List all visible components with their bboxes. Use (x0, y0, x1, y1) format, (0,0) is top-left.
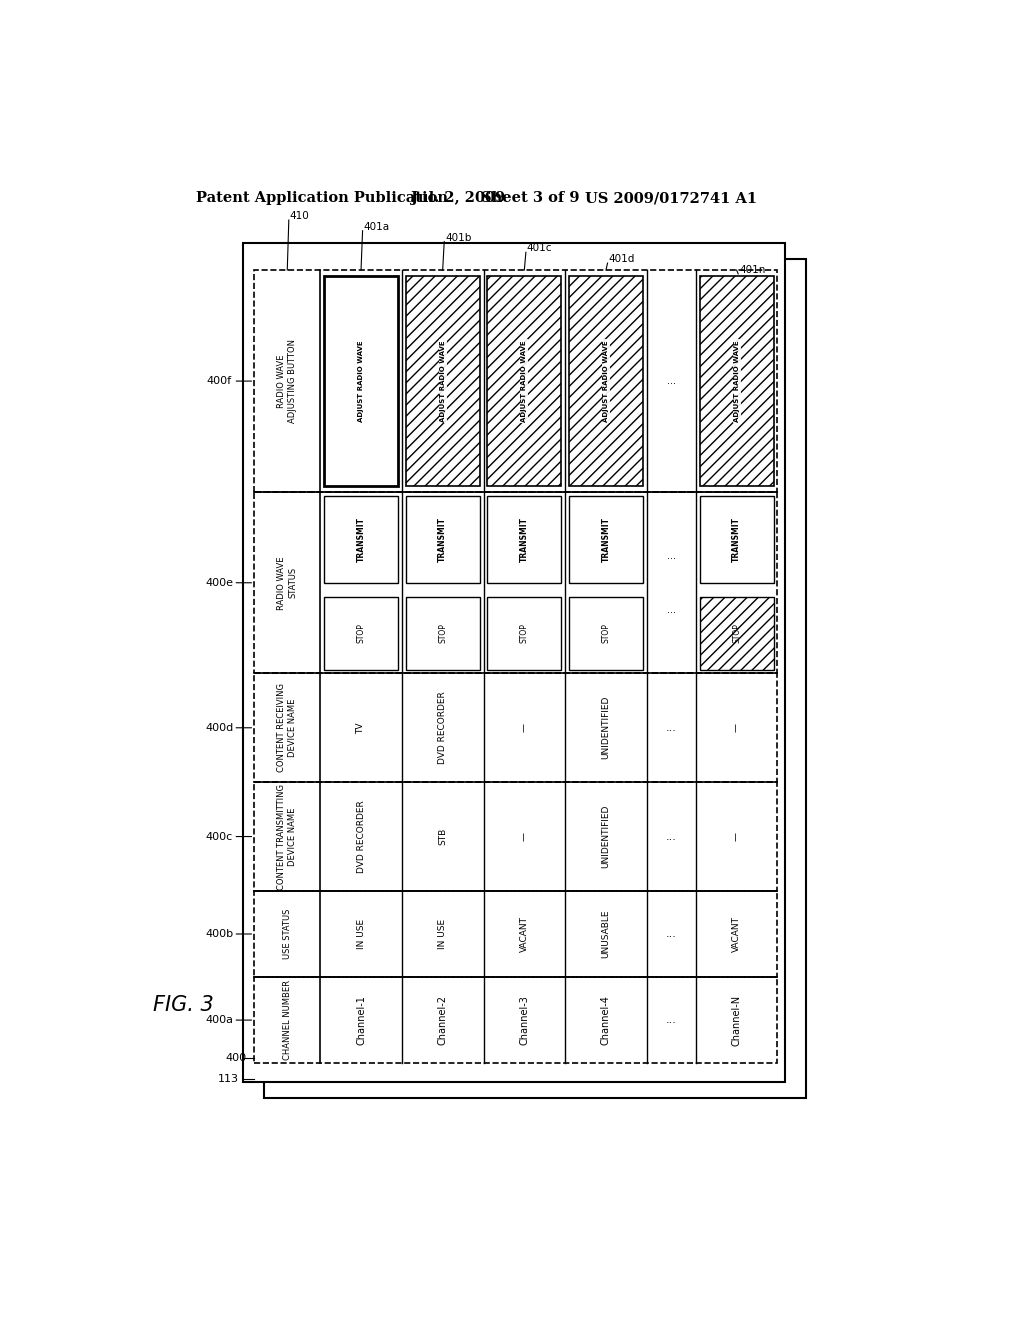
Text: IN USE: IN USE (438, 919, 447, 949)
Text: RADIO WAVE
STATUS: RADIO WAVE STATUS (278, 556, 297, 610)
Bar (254, 783, 777, 891)
Text: IN USE: IN USE (356, 919, 366, 949)
Text: Channel-N: Channel-N (731, 994, 741, 1045)
Bar (569, 276, 643, 486)
Text: ADJUST RADIO WAVE: ADJUST RADIO WAVE (603, 341, 609, 422)
Text: UNIDENTIFIED: UNIDENTIFIED (601, 805, 610, 869)
Bar (487, 597, 561, 669)
Text: RADIO WAVE
ADJUSTING BUTTON: RADIO WAVE ADJUSTING BUTTON (278, 339, 297, 424)
Text: STOP: STOP (356, 623, 366, 643)
Text: 400e: 400e (206, 578, 233, 587)
Text: ADJUST RADIO WAVE: ADJUST RADIO WAVE (358, 341, 364, 422)
Text: Channel-3: Channel-3 (519, 995, 529, 1045)
Text: ADJUST RADIO WAVE: ADJUST RADIO WAVE (733, 341, 739, 422)
Bar (243, 243, 785, 1082)
Text: 410: 410 (290, 211, 309, 222)
Text: TV: TV (356, 722, 366, 734)
Text: VACANT: VACANT (732, 916, 741, 952)
Text: 400a: 400a (206, 1015, 233, 1026)
Bar (254, 891, 777, 977)
Bar (699, 276, 773, 486)
Text: 401a: 401a (364, 222, 389, 232)
Bar (254, 673, 777, 783)
Text: 401b: 401b (445, 232, 471, 243)
Text: STOP: STOP (732, 623, 741, 643)
Text: 400: 400 (225, 1053, 247, 1063)
Text: ADJUST RADIO WAVE: ADJUST RADIO WAVE (439, 341, 445, 422)
Text: TRANSMIT: TRANSMIT (601, 517, 610, 562)
Text: STB: STB (438, 828, 447, 845)
Text: Patent Application Publication: Patent Application Publication (197, 191, 449, 206)
Text: 400f: 400f (207, 376, 232, 385)
Text: ...: ... (666, 832, 677, 842)
Bar (487, 496, 561, 582)
Text: TRANSMIT: TRANSMIT (732, 517, 741, 562)
Text: ADJUST RADIO WAVE: ADJUST RADIO WAVE (521, 341, 527, 422)
Text: STOP: STOP (520, 623, 528, 643)
Text: ...: ... (667, 605, 676, 615)
Text: 113: 113 (218, 1073, 240, 1084)
Bar (406, 496, 479, 582)
Text: ...: ... (666, 1015, 677, 1026)
Bar (254, 977, 777, 1063)
Text: CHANNEL NUMBER: CHANNEL NUMBER (283, 979, 292, 1060)
Text: 401d: 401d (608, 255, 635, 264)
Text: 400c: 400c (206, 832, 233, 842)
Bar (263, 259, 806, 1098)
Text: DVD RECORDER: DVD RECORDER (438, 692, 447, 764)
Bar (699, 496, 773, 582)
Text: —: — (732, 832, 741, 841)
Text: CONTENT TRANSMITTING
DEVICE NAME: CONTENT TRANSMITTING DEVICE NAME (278, 784, 297, 890)
Bar (699, 597, 773, 669)
Text: TRANSMIT: TRANSMIT (520, 517, 528, 562)
Text: ...: ... (667, 550, 676, 561)
Text: Channel-2: Channel-2 (437, 995, 447, 1045)
Text: Sheet 3 of 9: Sheet 3 of 9 (480, 191, 580, 206)
Text: 401n: 401n (739, 265, 765, 275)
Bar (324, 276, 398, 486)
Bar (487, 276, 561, 486)
Text: VACANT: VACANT (520, 916, 528, 952)
Bar (324, 597, 398, 669)
Text: ...: ... (666, 723, 677, 733)
Text: DVD RECORDER: DVD RECORDER (356, 800, 366, 873)
Text: —: — (732, 723, 741, 733)
Bar (406, 276, 479, 486)
Text: 400d: 400d (206, 723, 233, 733)
Text: STOP: STOP (438, 623, 447, 643)
Text: Jul. 2, 2009: Jul. 2, 2009 (411, 191, 505, 206)
Text: Channel-1: Channel-1 (356, 995, 366, 1045)
Bar (569, 597, 643, 669)
Text: TRANSMIT: TRANSMIT (438, 517, 447, 562)
Text: 401c: 401c (526, 243, 552, 253)
Bar (254, 271, 777, 492)
Text: USE STATUS: USE STATUS (283, 908, 292, 960)
Text: —: — (520, 723, 528, 733)
Text: STOP: STOP (601, 623, 610, 643)
Text: CONTENT RECEIVING
DEVICE NAME: CONTENT RECEIVING DEVICE NAME (278, 684, 297, 772)
Bar (406, 597, 479, 669)
Text: UNIDENTIFIED: UNIDENTIFIED (601, 696, 610, 759)
Text: Channel-4: Channel-4 (601, 995, 611, 1045)
Text: ...: ... (667, 376, 676, 385)
Text: ...: ... (666, 929, 677, 939)
Bar (324, 496, 398, 582)
Bar (569, 496, 643, 582)
Text: FIG. 3: FIG. 3 (154, 995, 214, 1015)
Text: 400b: 400b (206, 929, 233, 939)
Text: UNUSABLE: UNUSABLE (601, 909, 610, 958)
Text: TRANSMIT: TRANSMIT (356, 517, 366, 562)
Bar (254, 492, 777, 673)
Text: —: — (520, 832, 528, 841)
Text: US 2009/0172741 A1: US 2009/0172741 A1 (586, 191, 758, 206)
